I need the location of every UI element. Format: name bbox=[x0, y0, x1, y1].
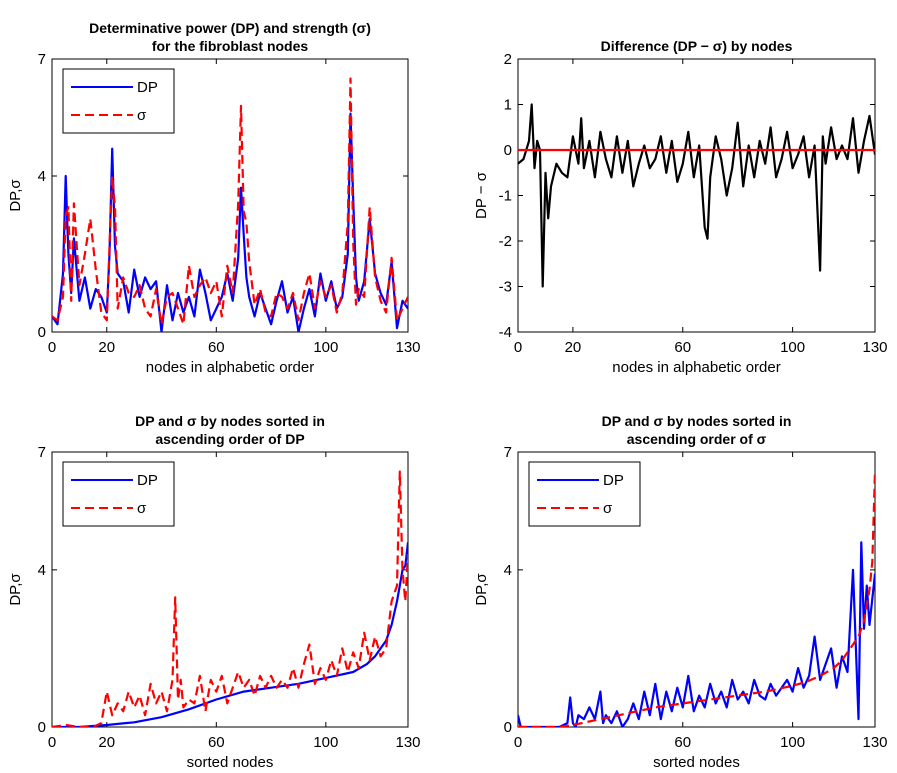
x-tick-label: 0 bbox=[514, 339, 522, 356]
legend-label: σ bbox=[137, 500, 147, 517]
x-tick-label: 100 bbox=[780, 734, 805, 751]
y-axis-label: DP,σ bbox=[473, 573, 490, 606]
chart-panel-4: DP and σ by nodes sorted in ascending ord… bbox=[473, 413, 888, 771]
x-tick-label: 0 bbox=[514, 734, 522, 751]
series-line-sigma bbox=[52, 470, 408, 727]
x-tick-label: 130 bbox=[395, 734, 420, 751]
y-tick-label: 4 bbox=[38, 168, 46, 185]
x-tick-label: 20 bbox=[98, 734, 115, 751]
x-tick-label: 0 bbox=[48, 734, 56, 751]
x-tick-label: 60 bbox=[208, 339, 225, 356]
x-tick-label: 60 bbox=[208, 734, 225, 751]
x-axis-label: nodes in alphabetic order bbox=[146, 359, 314, 376]
legend-label: σ bbox=[603, 500, 613, 517]
y-tick-label: 0 bbox=[38, 324, 46, 341]
y-tick-label: 4 bbox=[38, 562, 46, 579]
legend-label: DP bbox=[603, 472, 624, 489]
chart-title-line: Difference (DP − σ) by nodes bbox=[601, 38, 793, 54]
x-tick-label: 0 bbox=[48, 339, 56, 356]
legend: DP σ bbox=[528, 461, 641, 527]
y-tick-label: 0 bbox=[38, 719, 46, 736]
chart-title-line: ascending order of σ bbox=[627, 431, 767, 447]
x-tick-label: 130 bbox=[862, 339, 887, 356]
y-tick-label: 7 bbox=[38, 444, 46, 461]
x-tick-label: 100 bbox=[780, 339, 805, 356]
legend-label: σ bbox=[137, 107, 147, 124]
x-axis-label: sorted nodes bbox=[653, 754, 740, 771]
x-tick-label: 60 bbox=[674, 734, 691, 751]
y-tick-label: -3 bbox=[499, 279, 512, 296]
x-tick-label: 100 bbox=[313, 734, 338, 751]
y-axis-label: DP,σ bbox=[7, 179, 24, 212]
chart-panel-1: Determinative power (DP) and strength (σ… bbox=[7, 20, 421, 376]
y-tick-label: 0 bbox=[504, 719, 512, 736]
y-tick-label: 7 bbox=[504, 444, 512, 461]
legend-box bbox=[62, 68, 175, 134]
chart-title-line: DP and σ by nodes sorted in bbox=[602, 413, 792, 429]
y-tick-label: -2 bbox=[499, 233, 512, 250]
y-tick-label: -4 bbox=[499, 324, 512, 341]
y-tick-label: -1 bbox=[499, 188, 512, 205]
legend: DP σ bbox=[62, 461, 175, 527]
x-axis-label: sorted nodes bbox=[187, 754, 274, 771]
x-tick-label: 130 bbox=[862, 734, 887, 751]
series-line-difference bbox=[518, 103, 875, 288]
series-line-dp bbox=[52, 542, 408, 727]
legend: DP σ bbox=[62, 68, 175, 134]
legend-box bbox=[528, 461, 641, 527]
y-axis-label: DP,σ bbox=[7, 573, 24, 606]
y-tick-label: 1 bbox=[504, 97, 512, 114]
chart-title-line: Determinative power (DP) and strength (σ… bbox=[89, 20, 371, 36]
y-tick-label: 0 bbox=[504, 142, 512, 159]
plot-area bbox=[517, 58, 876, 333]
legend-box bbox=[62, 461, 175, 527]
x-tick-label: 100 bbox=[313, 339, 338, 356]
y-axis-label: DP − σ bbox=[473, 171, 490, 219]
series-line-sigma bbox=[52, 77, 408, 326]
x-axis-label: nodes in alphabetic order bbox=[612, 359, 780, 376]
x-tick-label: 20 bbox=[565, 339, 582, 356]
x-tick-label: 20 bbox=[98, 339, 115, 356]
chart-title-line: DP and σ by nodes sorted in bbox=[135, 413, 325, 429]
chart-title-line: ascending order of DP bbox=[155, 431, 304, 447]
legend-label: DP bbox=[137, 79, 158, 96]
chart-panel-3: DP and σ by nodes sorted in ascending ord… bbox=[7, 413, 421, 771]
x-tick-label: 60 bbox=[674, 339, 691, 356]
series-line-sigma bbox=[518, 471, 875, 727]
y-tick-label: 7 bbox=[38, 51, 46, 68]
chart-title-line: for the fibroblast nodes bbox=[152, 38, 309, 54]
y-tick-label: 4 bbox=[504, 562, 512, 579]
legend-label: DP bbox=[137, 472, 158, 489]
y-tick-label: 2 bbox=[504, 51, 512, 68]
x-tick-label: 130 bbox=[395, 339, 420, 356]
